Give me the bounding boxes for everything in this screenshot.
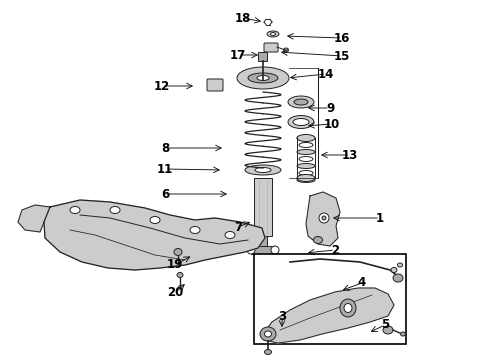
Ellipse shape (190, 226, 200, 234)
Text: 10: 10 (324, 117, 340, 131)
Ellipse shape (265, 331, 271, 337)
Ellipse shape (344, 303, 352, 312)
Text: 7: 7 (234, 220, 242, 234)
Ellipse shape (255, 167, 271, 172)
Ellipse shape (314, 237, 322, 243)
Ellipse shape (391, 267, 397, 273)
Ellipse shape (319, 213, 329, 223)
Ellipse shape (70, 207, 80, 213)
Ellipse shape (297, 177, 315, 183)
Text: 15: 15 (334, 50, 350, 63)
Ellipse shape (174, 248, 182, 256)
Ellipse shape (271, 246, 279, 254)
Ellipse shape (299, 171, 313, 176)
Text: 11: 11 (157, 162, 173, 176)
Bar (259, 236, 267, 254)
Ellipse shape (284, 48, 289, 52)
Text: 4: 4 (358, 276, 366, 289)
Bar (251, 246, 275, 254)
Ellipse shape (240, 239, 246, 243)
Ellipse shape (237, 67, 289, 89)
Ellipse shape (297, 175, 315, 181)
Ellipse shape (297, 163, 315, 168)
Ellipse shape (322, 216, 326, 220)
Ellipse shape (248, 73, 278, 83)
Bar (254, 178, 272, 236)
Ellipse shape (397, 263, 402, 267)
Ellipse shape (299, 143, 313, 148)
Bar (254, 254, 406, 344)
Text: 9: 9 (326, 102, 334, 114)
FancyBboxPatch shape (207, 79, 223, 91)
Ellipse shape (294, 99, 308, 105)
Ellipse shape (265, 350, 271, 355)
Ellipse shape (299, 157, 313, 162)
Ellipse shape (297, 135, 315, 141)
Text: 19: 19 (167, 258, 183, 271)
Ellipse shape (267, 31, 279, 37)
Ellipse shape (383, 326, 393, 334)
Ellipse shape (257, 76, 269, 81)
Ellipse shape (245, 165, 281, 175)
Text: 20: 20 (167, 287, 183, 300)
Ellipse shape (288, 96, 314, 108)
Ellipse shape (400, 332, 406, 336)
Ellipse shape (297, 149, 315, 154)
Ellipse shape (293, 118, 309, 126)
Text: 8: 8 (161, 141, 169, 154)
Text: 6: 6 (161, 188, 169, 201)
Ellipse shape (150, 216, 160, 224)
Text: 16: 16 (334, 32, 350, 45)
Text: 3: 3 (278, 310, 286, 323)
Text: 13: 13 (342, 149, 358, 162)
Text: 17: 17 (230, 49, 246, 62)
Ellipse shape (177, 273, 183, 278)
Polygon shape (262, 288, 394, 343)
Text: 2: 2 (331, 243, 339, 257)
Ellipse shape (247, 246, 255, 254)
Text: 18: 18 (235, 12, 251, 24)
Ellipse shape (297, 135, 315, 140)
Polygon shape (306, 192, 340, 246)
Ellipse shape (393, 274, 403, 282)
FancyBboxPatch shape (259, 53, 268, 62)
Ellipse shape (340, 299, 356, 317)
Ellipse shape (288, 116, 314, 129)
Ellipse shape (225, 231, 235, 239)
Text: 5: 5 (381, 319, 389, 332)
Ellipse shape (270, 32, 275, 36)
Text: 1: 1 (376, 212, 384, 225)
Ellipse shape (110, 207, 120, 213)
Text: 14: 14 (318, 68, 334, 81)
Polygon shape (18, 205, 50, 232)
FancyBboxPatch shape (264, 43, 278, 52)
Ellipse shape (260, 327, 276, 341)
Text: 12: 12 (154, 80, 170, 93)
Polygon shape (44, 200, 265, 270)
